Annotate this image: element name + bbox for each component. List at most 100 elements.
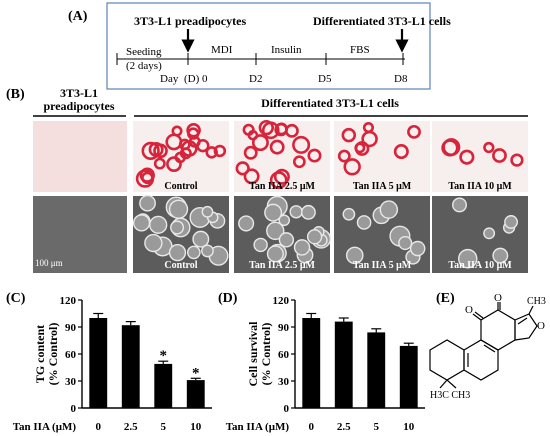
stage-mdi: MDI: [211, 44, 233, 56]
x-tick-label: 0: [309, 421, 315, 433]
lipid-droplet: [258, 119, 275, 136]
chart-d: 0 30 60 90 120 Cell survival (% Control) 0 2.5 5 1…: [226, 295, 425, 433]
header-left-line2: preadipocytes: [43, 99, 114, 113]
lipid-droplet: [178, 138, 191, 151]
phase-cell: [266, 245, 284, 263]
micro-row-stain: Control Tan IIA 2.5 μM Tan IIA 5 μM Tan IIA…: [133, 119, 528, 192]
lipid-droplet: [213, 144, 227, 158]
phase-cell: [356, 215, 372, 230]
y-tick-label: 60: [278, 349, 290, 361]
d2-label: D2: [249, 73, 262, 85]
lipid-droplet: [492, 148, 507, 163]
y-tick-label: 90: [278, 322, 290, 334]
phase-cell: [238, 215, 255, 232]
y-axis-label: Cell survival: [246, 321, 260, 387]
phase-cell: [504, 215, 519, 229]
lipid-droplet: [442, 138, 461, 157]
phase-cell: [409, 240, 426, 257]
y-tick-label: 30: [65, 376, 77, 388]
lipid-droplet: [243, 168, 260, 185]
panel-label-b: (B): [6, 87, 25, 102]
y-tick-label: 30: [278, 376, 290, 388]
chart-c: 0 30 60 90 120 TG content (% Control) 0 2.5 * 5 * 10…: [13, 295, 212, 433]
phase-cell: [345, 246, 364, 265]
lipid-droplet: [407, 124, 421, 139]
phase-cell: [139, 194, 156, 212]
phase-cell: [379, 200, 399, 219]
atom-o2: O: [494, 292, 502, 304]
x-tick-label: 2.5: [124, 421, 138, 433]
panel-label-c: (C): [6, 291, 26, 306]
timeline-box: [106, 2, 431, 90]
atom-o3: O: [537, 320, 545, 332]
lipid-droplet: [141, 171, 154, 185]
phase-cell: [342, 207, 356, 221]
micro-row-phase: Control Tan IIA 2.5 μM Tan IIA 5 μM Tan IIA…: [132, 194, 528, 273]
phase-caption: Tan IIA 10 μM: [448, 260, 512, 271]
x-tick-label: 5: [374, 421, 380, 433]
bar: [154, 363, 173, 408]
lipid-droplet: [483, 141, 495, 154]
bar: [302, 318, 321, 408]
phase-cell: [186, 245, 201, 260]
y-tick-label: 120: [60, 295, 77, 307]
phase-cell: [201, 244, 214, 258]
phase-cell: [192, 230, 210, 248]
lipid-droplet: [341, 127, 357, 143]
stain-caption: Tan IIA 5 μM: [353, 181, 412, 192]
lipid-droplet: [269, 139, 285, 155]
lipid-droplet: [292, 135, 311, 154]
phase-cell: [398, 235, 413, 251]
bar: [121, 325, 140, 408]
phase-cell: [201, 205, 214, 218]
lipid-droplet: [141, 141, 160, 160]
phase-cell: [306, 229, 323, 245]
x-tick-label: 10: [403, 421, 415, 433]
d8-label: D8: [394, 73, 408, 85]
lipid-droplet: [166, 156, 182, 173]
lipid-droplet: [180, 140, 198, 157]
y-tick-label: 60: [65, 349, 77, 361]
phase-cell: [293, 239, 311, 256]
phase-cell: [144, 233, 163, 253]
lipid-droplet: [343, 158, 361, 176]
methyl-top: CH3: [527, 296, 546, 307]
lipid-droplet: [205, 146, 218, 159]
x-tick-label: 5: [161, 421, 167, 433]
bar: [186, 380, 205, 408]
lipid-droplet: [354, 142, 366, 154]
phase-cell: [483, 227, 496, 240]
lipid-droplet: [148, 141, 164, 157]
header-left-line1: 3T3-L1: [60, 86, 98, 100]
lipid-droplet: [510, 153, 524, 167]
phase-cell: [132, 214, 151, 232]
lipid-droplet: [269, 171, 288, 189]
phase-caption: Tan IIA 5 μM: [353, 260, 412, 271]
phase-cell: [278, 232, 295, 248]
bar: [89, 318, 108, 408]
lipid-droplet: [361, 130, 378, 148]
x-tick-label: 2.5: [337, 421, 351, 433]
phase-cell: [452, 197, 467, 213]
phase-cell: [149, 215, 168, 234]
lipid-droplet: [273, 168, 290, 185]
phase-caption: Tan IIA 2.5 μM: [249, 260, 315, 271]
stage-seeding: Seeding: [126, 46, 162, 58]
lipid-droplet: [307, 148, 322, 163]
stain-caption: Tan IIA 2.5 μM: [249, 181, 315, 192]
lipid-droplet: [292, 155, 306, 169]
y-tick-label: 0: [71, 403, 77, 415]
lipid-droplet: [187, 127, 200, 140]
stage-insulin: Insulin: [271, 44, 302, 56]
lipid-droplet: [196, 138, 210, 153]
day-prefix: Day: [160, 73, 179, 85]
header-right: Differentiated 3T3-L1 cells: [261, 96, 399, 110]
lipid-droplet: [393, 144, 409, 160]
phase-cell: [168, 199, 189, 219]
phase-cell: [278, 214, 291, 227]
d5-label: D5: [318, 73, 332, 85]
lipid-droplet: [153, 157, 166, 170]
significance-mark: *: [192, 365, 200, 381]
micro-preadipocyte-stain: [33, 121, 127, 192]
phase-cell: [170, 220, 185, 235]
